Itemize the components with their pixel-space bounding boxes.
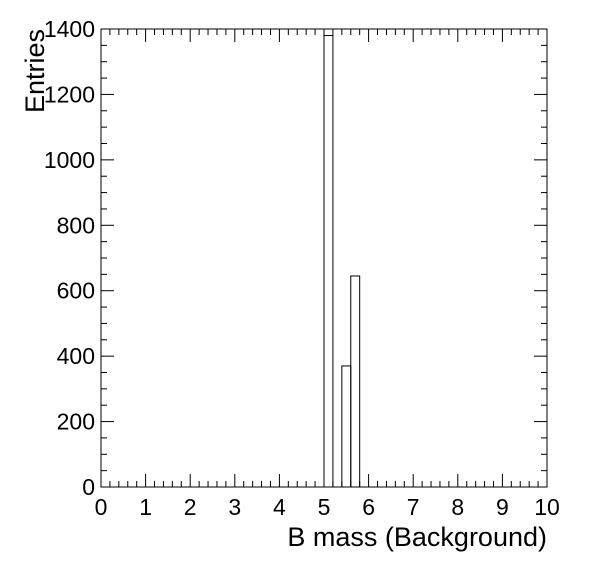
x-tick-label: 10 — [534, 494, 560, 520]
y-tick-label: 800 — [57, 212, 95, 238]
y-tick-labels: 0 200 400 600 800 1000 1200 1400 — [44, 16, 95, 500]
histogram-bin-2 — [341, 365, 352, 488]
x-tick-label: 7 — [407, 494, 420, 520]
x-tick-label: 1 — [139, 494, 152, 520]
y-tick-label: 1200 — [44, 81, 95, 107]
y-axis-label: Entries — [20, 29, 50, 113]
x-axis-label: B mass (Background) — [287, 522, 547, 552]
x-tick-label: 9 — [496, 494, 509, 520]
x-tick-labels: 0 1 2 3 4 5 6 7 8 9 10 — [95, 494, 560, 520]
y-tick-label: 600 — [57, 278, 95, 304]
y-tick-label: 0 — [82, 474, 95, 500]
y-tick-label: 400 — [57, 343, 95, 369]
x-tick-label: 2 — [184, 494, 197, 520]
x-tick-label: 8 — [451, 494, 464, 520]
x-tick-label: 5 — [318, 494, 331, 520]
x-tick-label: 3 — [228, 494, 241, 520]
y-tick-label: 1400 — [44, 16, 95, 42]
plot-frame — [100, 28, 548, 488]
y-tick-label: 1000 — [44, 147, 95, 173]
x-tick-label: 6 — [362, 494, 375, 520]
y-tick-label: 200 — [57, 409, 95, 435]
x-tick-label: 4 — [273, 494, 286, 520]
histogram-bin-0 — [323, 35, 334, 488]
histogram-bars — [323, 35, 361, 488]
x-tick-label: 0 — [95, 494, 108, 520]
histogram-bin-3 — [350, 275, 361, 488]
